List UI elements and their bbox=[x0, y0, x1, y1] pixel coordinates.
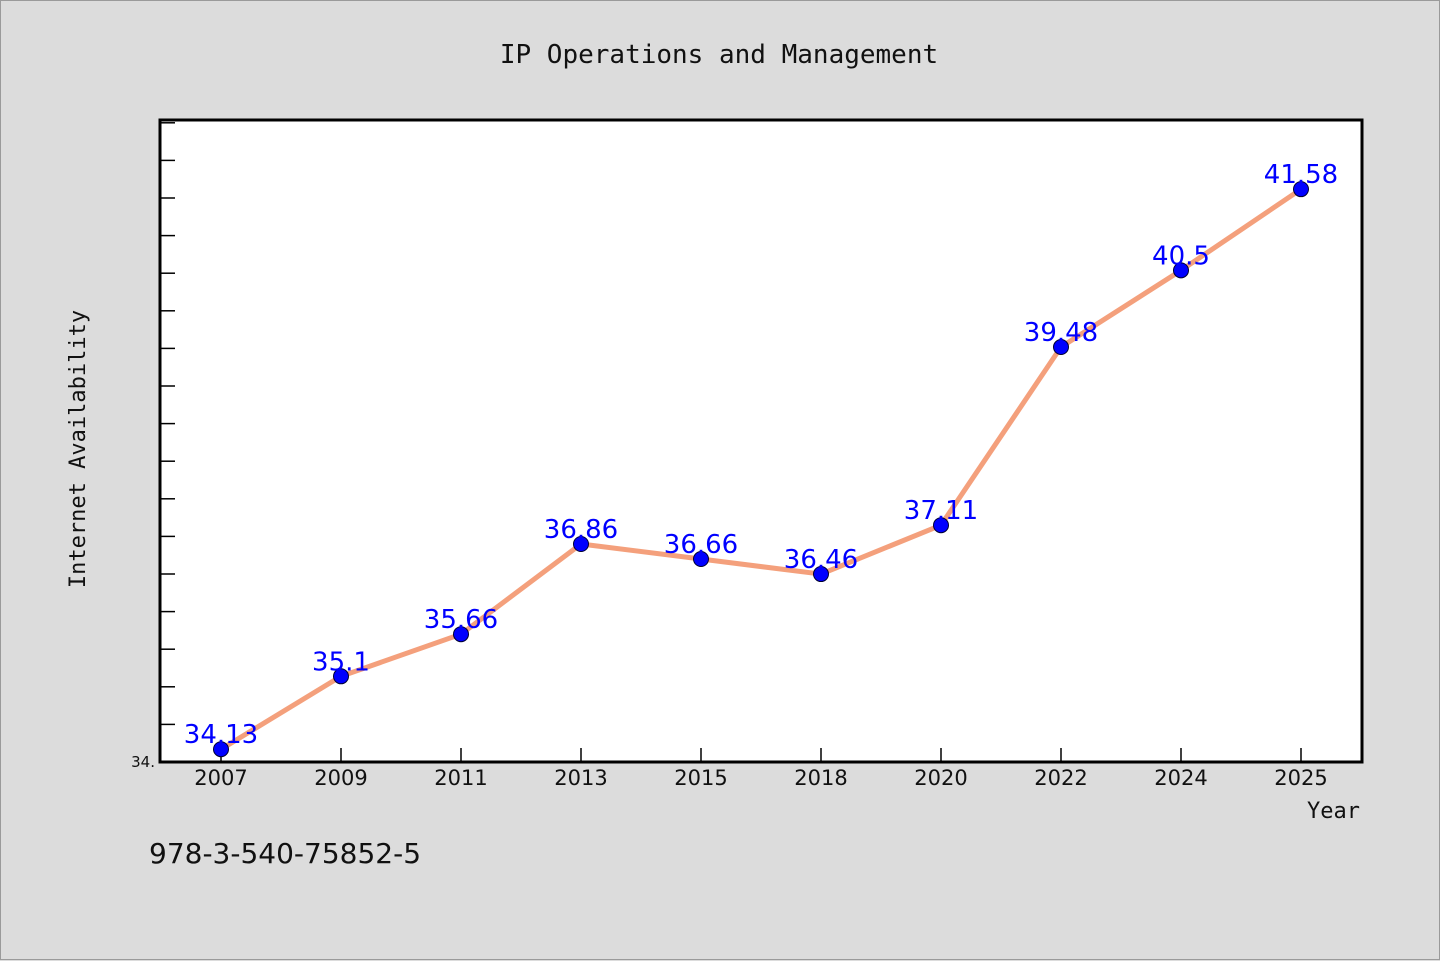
x-tick-label: 2011 bbox=[434, 766, 487, 790]
data-label: 36.86 bbox=[544, 515, 618, 545]
chart-title: IP Operations and Management bbox=[500, 40, 938, 70]
x-tick-label: 2015 bbox=[674, 766, 727, 790]
data-label: 35.1 bbox=[312, 647, 370, 677]
x-tick-label: 2018 bbox=[794, 766, 847, 790]
data-point bbox=[453, 626, 469, 643]
data-point bbox=[813, 566, 829, 583]
data-point bbox=[333, 668, 349, 685]
data-label: 36.66 bbox=[664, 530, 738, 560]
data-label: 39.48 bbox=[1024, 318, 1098, 348]
data-point bbox=[693, 551, 709, 568]
data-label: 37.11 bbox=[904, 496, 978, 526]
x-axis-label: Year bbox=[1307, 799, 1360, 824]
y-axis-ticks bbox=[160, 122, 175, 763]
x-tick-label: 2022 bbox=[1034, 766, 1087, 790]
data-label: 41.58 bbox=[1264, 160, 1338, 190]
data-point bbox=[213, 741, 229, 758]
y-axis-label: Internet Availability bbox=[66, 310, 91, 588]
data-point bbox=[933, 517, 949, 534]
data-labels: 34.13 35.1 35.66 36.86 36.66 36.46 37.11 39.48 4… bbox=[184, 160, 1338, 750]
data-label: 40.5 bbox=[1152, 241, 1210, 271]
x-tick-label: 2025 bbox=[1274, 766, 1327, 790]
data-points bbox=[213, 181, 1309, 758]
x-tick-label: 2020 bbox=[914, 766, 967, 790]
series-line bbox=[218, 186, 1304, 752]
data-label: 36.46 bbox=[784, 545, 858, 575]
x-tick-label: 2013 bbox=[554, 766, 607, 790]
footer-identifier: 978-3-540-75852-5 bbox=[149, 837, 421, 870]
data-point bbox=[1173, 262, 1189, 279]
plot-area bbox=[158, 118, 1364, 764]
data-label: 35.66 bbox=[424, 605, 498, 635]
data-point bbox=[573, 535, 589, 552]
y-tick-label: 34. bbox=[131, 753, 155, 771]
data-point bbox=[1053, 339, 1069, 356]
data-point bbox=[1293, 181, 1309, 198]
x-tick-label: 2007 bbox=[194, 766, 247, 790]
x-tick-label: 2009 bbox=[314, 766, 367, 790]
x-axis-tick-labels: 2007 2009 2011 2013 2015 2018 2020 2022 2024 2025 bbox=[194, 766, 1327, 790]
x-tick-label: 2024 bbox=[1154, 766, 1207, 790]
data-label: 34.13 bbox=[184, 720, 258, 750]
